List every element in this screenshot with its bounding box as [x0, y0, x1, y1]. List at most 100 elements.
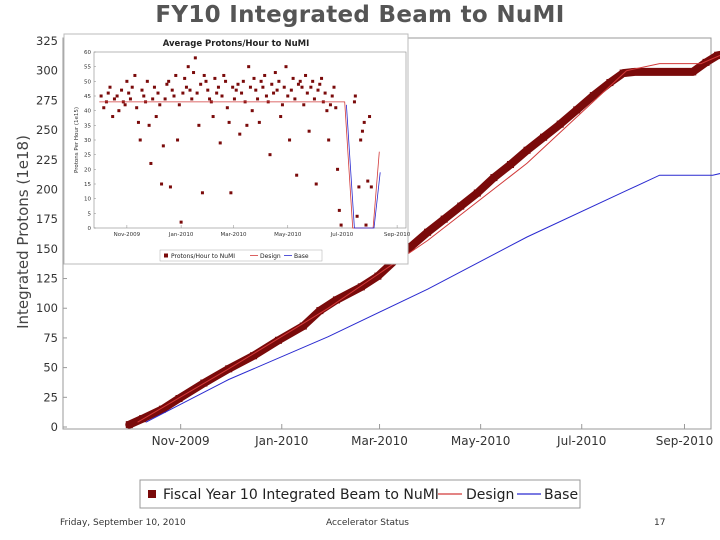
data-point-integrated [656, 68, 664, 76]
inset-title: Average Protons/Hour to NuMI [163, 39, 310, 49]
inset-data-point [127, 91, 131, 95]
inset-data-point [184, 85, 188, 89]
inset-data-point [304, 73, 308, 77]
inset-data-point [225, 106, 229, 110]
y-tick-label: 0 [51, 420, 58, 434]
inset-data-point [161, 144, 165, 148]
inset-data-point [330, 94, 334, 98]
inset-data-point [305, 91, 309, 95]
legend-label-design: Design [466, 487, 514, 503]
legend-marker-integrated [148, 490, 156, 498]
inset-data-point [154, 115, 158, 119]
inset-data-point [216, 85, 220, 89]
inset-data-point [328, 103, 332, 107]
y-axis-label: Integrated Protons (1e18) [14, 135, 32, 329]
inset-data-point [360, 129, 364, 133]
y-tick-label: 25 [43, 390, 58, 404]
inset-data-point [130, 85, 134, 89]
x-tick-label: Nov-2009 [152, 434, 210, 448]
data-point-integrated [274, 336, 282, 344]
inset-data-point [302, 103, 306, 107]
inset-data-point [256, 97, 260, 101]
inset-data-point [277, 79, 281, 83]
inset-data-point [156, 91, 160, 95]
inset-data-point [286, 94, 290, 98]
inset-data-point [138, 138, 142, 142]
footer-title: Accelerator Status [326, 518, 409, 528]
inset-data-point [200, 191, 204, 195]
data-point-integrated [316, 307, 324, 315]
inset-data-point [307, 129, 311, 133]
inset-data-point [172, 94, 176, 98]
y-tick-label: 225 [36, 153, 58, 167]
inset-data-point [111, 115, 115, 119]
inset-data-point [147, 123, 151, 127]
inset-data-point [336, 167, 340, 171]
inset-y-axis-label: Protons Per Hour (1e15) [74, 107, 80, 173]
y-tick-label: 125 [36, 272, 58, 286]
inset-data-point [120, 88, 124, 92]
inset-data-point [195, 91, 199, 95]
inset-data-point [296, 82, 300, 86]
inset-data-point [366, 179, 370, 183]
inset-data-point [136, 120, 140, 124]
inset-data-point [151, 97, 155, 101]
inset-data-point [215, 91, 219, 95]
inset-data-point [176, 138, 180, 142]
inset-data-point [115, 94, 119, 98]
data-point-integrated [158, 405, 166, 413]
inset-data-point [252, 76, 256, 80]
inset-data-point [179, 220, 183, 224]
inset-data-point [177, 103, 181, 107]
data-point-integrated [556, 120, 564, 128]
data-point-integrated [299, 322, 307, 330]
inset-data-point [117, 109, 121, 113]
inset-data-point [174, 73, 178, 77]
inset-data-point [245, 123, 249, 127]
inset-data-point [257, 120, 261, 124]
inset-y-tick-label: 5 [88, 211, 92, 217]
series-integrated-beam [125, 50, 720, 429]
data-point-integrated [374, 272, 382, 280]
y-tick-label: 175 [36, 212, 58, 226]
inset-data-point [272, 91, 276, 95]
data-point-integrated [357, 283, 365, 291]
inset-data-point [337, 208, 341, 212]
inset-data-point [357, 185, 361, 189]
inset-data-point [369, 185, 373, 189]
data-point-integrated [589, 92, 597, 100]
y-tick-label: 50 [43, 361, 58, 375]
inset-data-point [275, 88, 279, 92]
inset-series-design [99, 101, 380, 229]
inset-y-tick-label: 40 [84, 109, 91, 115]
inset-data-point [142, 94, 146, 98]
inset-data-point [254, 88, 258, 92]
inset-y-tick-label: 10 [84, 197, 91, 203]
inset-data-point [339, 223, 343, 227]
data-point-integrated [689, 68, 697, 76]
inset-data-point [135, 106, 139, 110]
inset-data-point [362, 120, 366, 124]
inset-data-point [167, 79, 171, 83]
inset-data-point [165, 82, 169, 86]
inset-data-point [108, 85, 112, 89]
inset-data-point [224, 79, 228, 83]
inset-y-tick-label: 45 [84, 94, 91, 100]
inset-data-point [312, 97, 316, 101]
inset-data-point [334, 106, 338, 110]
main-legend: Fiscal Year 10 Integrated Beam to NuMI D… [139, 479, 581, 509]
inset-data-point [289, 88, 293, 92]
inset-data-point [149, 161, 153, 165]
inset-data-point [204, 79, 208, 83]
inset-data-point [206, 88, 210, 92]
inset-data-point [238, 132, 242, 136]
inset-data-point [282, 85, 286, 89]
inset-data-point [300, 85, 304, 89]
inset-data-point [197, 123, 201, 127]
data-point-integrated [606, 79, 614, 87]
inset-data-point [190, 97, 194, 101]
x-tick-label: Mar-2010 [351, 434, 408, 448]
x-tick-label: Jul-2010 [556, 434, 606, 448]
inset-data-point [222, 73, 226, 77]
